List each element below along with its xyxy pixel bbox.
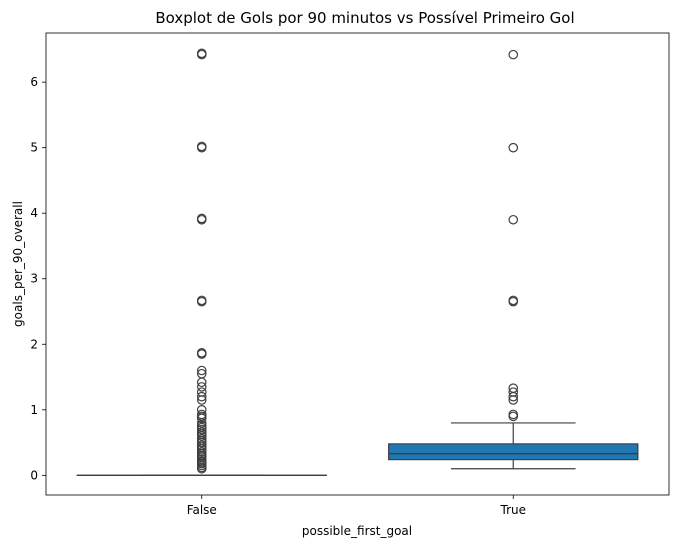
x-tick-label: True — [500, 503, 527, 517]
outlier-point — [196, 141, 207, 152]
outlier-point — [508, 387, 519, 397]
y-tick-label: 2 — [30, 337, 38, 351]
outlier-point — [508, 409, 519, 420]
chart-title: Boxplot de Gols por 90 minutos vs Possív… — [155, 9, 574, 27]
outlier-point — [196, 387, 207, 397]
outlier-point — [508, 383, 519, 393]
outlier-point — [196, 347, 207, 358]
outlier-point — [196, 213, 207, 224]
box — [388, 443, 639, 461]
y-tick-label: 1 — [30, 403, 38, 417]
y-tick-label: 4 — [30, 206, 38, 220]
outlier-point — [196, 48, 207, 59]
outlier-point — [508, 142, 519, 153]
outlier-point — [196, 295, 207, 306]
plot-area — [76, 48, 639, 477]
y-axis: 0 1 2 3 4 5 6 — [30, 75, 46, 482]
outlier-point — [196, 446, 207, 457]
x-axis: False True — [187, 495, 526, 517]
y-tick-label: 0 — [30, 468, 38, 482]
y-tick-label: 3 — [30, 272, 38, 286]
outlier-point — [196, 440, 207, 450]
outlier-point — [196, 382, 207, 392]
outlier-point — [196, 368, 207, 379]
outlier-point — [196, 391, 207, 402]
outlier-point — [508, 49, 519, 60]
outlier-point — [196, 365, 207, 376]
y-tick-label: 6 — [30, 75, 38, 89]
outlier-point — [508, 214, 519, 225]
outlier-point — [508, 411, 519, 422]
box-group-true — [388, 49, 639, 470]
plot-frame — [45, 32, 670, 496]
x-tick-label: False — [187, 503, 217, 517]
x-axis-label: possible_first_goal — [302, 524, 412, 538]
outlier-point — [196, 433, 207, 444]
box-group-false — [76, 48, 327, 477]
y-tick-label: 5 — [30, 141, 38, 155]
outlier-point — [196, 420, 207, 431]
outlier-point — [196, 427, 207, 437]
outlier-point — [508, 295, 519, 306]
y-axis-label: goals_per_90_overall — [11, 201, 25, 327]
outlier-point — [196, 409, 207, 420]
outlier-point — [196, 405, 207, 415]
